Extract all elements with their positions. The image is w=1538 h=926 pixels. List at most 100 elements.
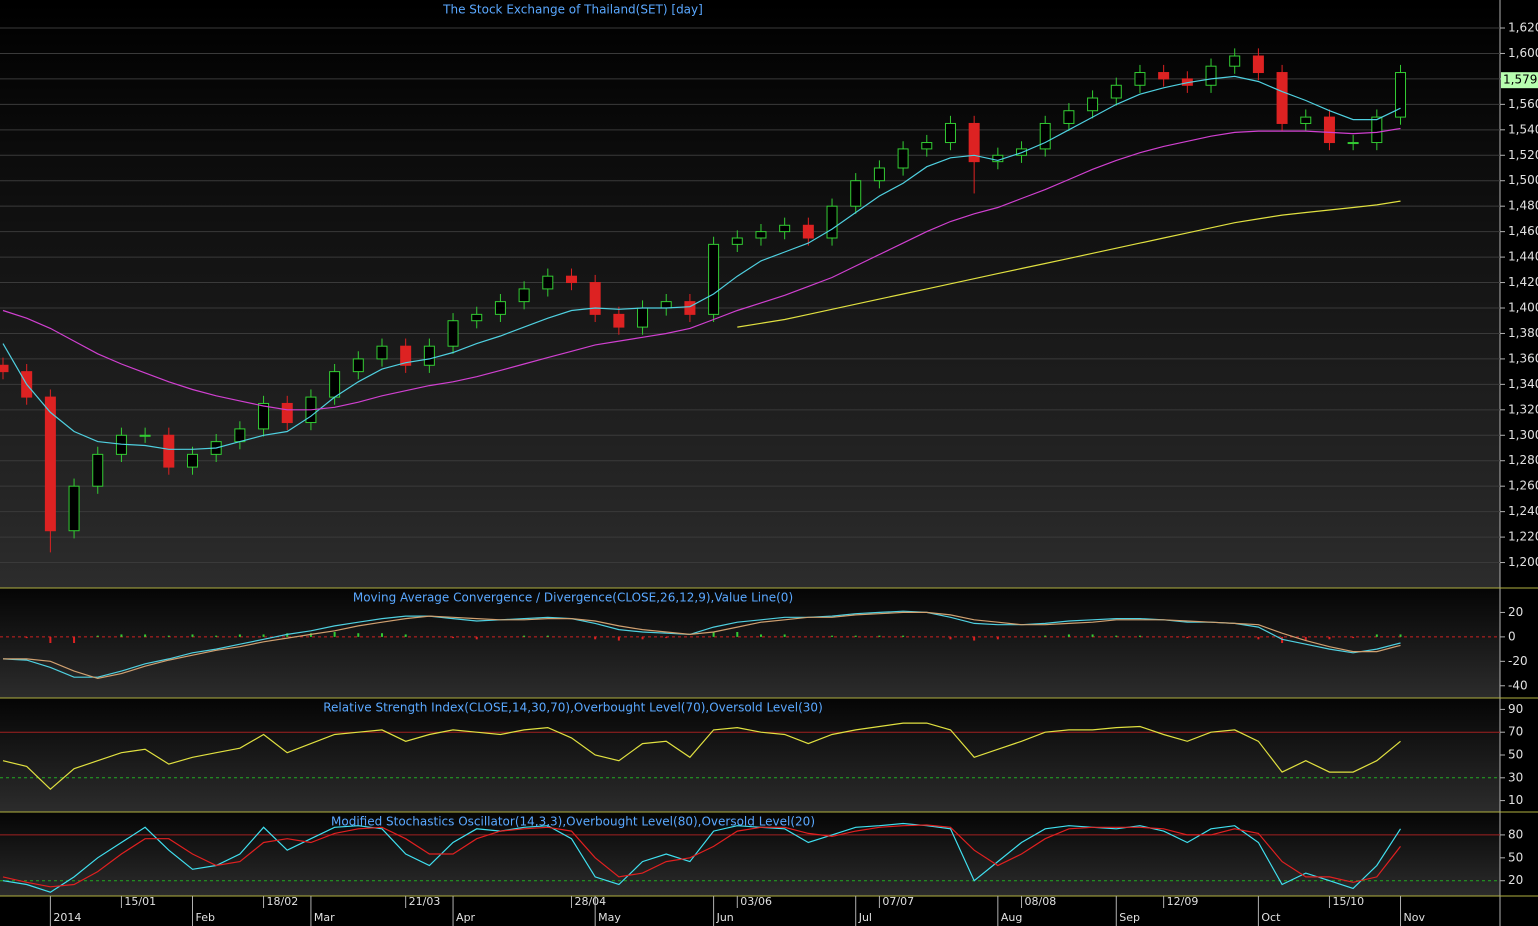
histogram-bar	[854, 635, 857, 637]
candle-body	[447, 320, 459, 347]
macd-panel	[0, 588, 1500, 698]
x-tick-label: Aug	[1001, 911, 1022, 924]
y-tick-label: 1,600	[1508, 46, 1538, 60]
y-tick-label: 1,200	[1508, 555, 1538, 569]
candle-body	[186, 453, 198, 468]
histogram-bar	[286, 633, 289, 637]
indicator-line	[2, 822, 1402, 893]
histogram-bar	[238, 634, 241, 637]
candle-body	[944, 122, 956, 144]
x-tick-label: Feb	[195, 911, 214, 924]
y-tick-label: 1,220	[1508, 530, 1538, 544]
histogram-bar	[594, 636, 597, 640]
histogram-bar	[641, 636, 644, 640]
indicator-line	[2, 127, 1401, 411]
x-tick-label: Oct	[1261, 911, 1281, 924]
candle-body	[1395, 72, 1407, 118]
candle-body	[163, 434, 175, 468]
candle-body	[589, 282, 601, 315]
y-tick-label: 1,560	[1508, 97, 1538, 111]
candle-body	[1110, 84, 1122, 99]
histogram-bar	[357, 633, 360, 637]
histogram-bar	[1115, 635, 1118, 637]
candle-body	[1205, 65, 1217, 86]
candle-body	[897, 148, 909, 169]
candle-body	[542, 275, 554, 290]
candle-body	[731, 237, 743, 245]
histogram-bar	[1186, 636, 1189, 639]
histogram-bar	[144, 634, 147, 637]
y-tick-label: -20	[1508, 654, 1528, 668]
x-tick-label: 15/01	[124, 895, 156, 908]
candle-body	[708, 243, 720, 315]
histogram-bar	[736, 632, 739, 637]
candle-body	[329, 371, 341, 398]
x-tick-label: May	[598, 911, 621, 924]
histogram-bar	[878, 635, 881, 637]
histogram-bar	[262, 634, 265, 637]
candle-body	[352, 358, 364, 373]
histogram-bar	[902, 635, 905, 637]
histogram-bar	[215, 635, 218, 637]
candle-body	[44, 396, 56, 532]
candle-body	[139, 434, 151, 437]
indicator-line	[3, 611, 1401, 680]
histogram-bar	[404, 634, 407, 637]
x-tick-label: 03/06	[740, 895, 772, 908]
candle-body	[471, 313, 483, 322]
histogram-bar	[1091, 634, 1094, 637]
x-tick-label: Jul	[858, 911, 872, 924]
x-tick-label: 08/08	[1025, 895, 1057, 908]
histogram-bar	[712, 632, 715, 637]
candle-body	[1158, 72, 1170, 80]
y-tick-label: 90	[1508, 702, 1523, 716]
histogram-bar	[973, 636, 976, 641]
candle-body	[755, 231, 767, 239]
histogram-bar	[1375, 634, 1378, 637]
candle-body	[1134, 72, 1146, 86]
y-tick-label: 1,320	[1508, 402, 1538, 416]
candle-body	[684, 301, 696, 315]
candle-body	[660, 301, 672, 309]
y-tick-label: 1,480	[1508, 199, 1538, 213]
y-tick-label: 1,380	[1508, 326, 1538, 340]
last-price-label: 1,579.	[1503, 73, 1538, 87]
histogram-bar	[759, 634, 762, 637]
candle-body	[400, 345, 412, 366]
histogram-bar	[1067, 634, 1070, 637]
candle-body	[873, 167, 885, 182]
candle-body	[826, 205, 838, 239]
histogram-bar	[25, 636, 28, 639]
histogram-bar	[96, 635, 99, 637]
candle-body	[92, 453, 104, 487]
y-tick-label: -40	[1508, 678, 1528, 692]
histogram-bar	[309, 633, 312, 637]
y-tick-label: 1,340	[1508, 377, 1538, 391]
x-tick-label: 07/07	[882, 895, 914, 908]
x-tick-label: Nov	[1404, 911, 1426, 924]
histogram-bar	[1352, 636, 1355, 639]
candle-body	[494, 301, 506, 315]
candle-body	[423, 345, 435, 366]
histogram-bar	[1257, 636, 1260, 640]
y-tick-label: 30	[1508, 770, 1523, 784]
candle-body	[1300, 116, 1312, 124]
y-tick-label: 1,360	[1508, 351, 1538, 365]
x-tick-label: 12/09	[1167, 895, 1199, 908]
y-tick-label: 1,540	[1508, 122, 1538, 136]
candle-body	[1063, 110, 1075, 124]
y-tick-label: 20	[1508, 605, 1523, 619]
candle-body	[1087, 97, 1099, 112]
rsi-panel	[0, 698, 1500, 812]
candle-body	[518, 288, 530, 303]
candle-body	[1039, 122, 1051, 150]
candle-body	[850, 180, 862, 207]
histogram-bar	[452, 636, 455, 639]
histogram-bar	[167, 635, 170, 637]
panel-title: Modified Stochastics Oscillator(14,3,3),…	[331, 815, 815, 829]
histogram-bar	[333, 632, 336, 637]
y-tick-label: 1,420	[1508, 275, 1538, 289]
x-tick-label: Sep	[1119, 911, 1140, 924]
y-tick-label: 50	[1508, 748, 1523, 762]
